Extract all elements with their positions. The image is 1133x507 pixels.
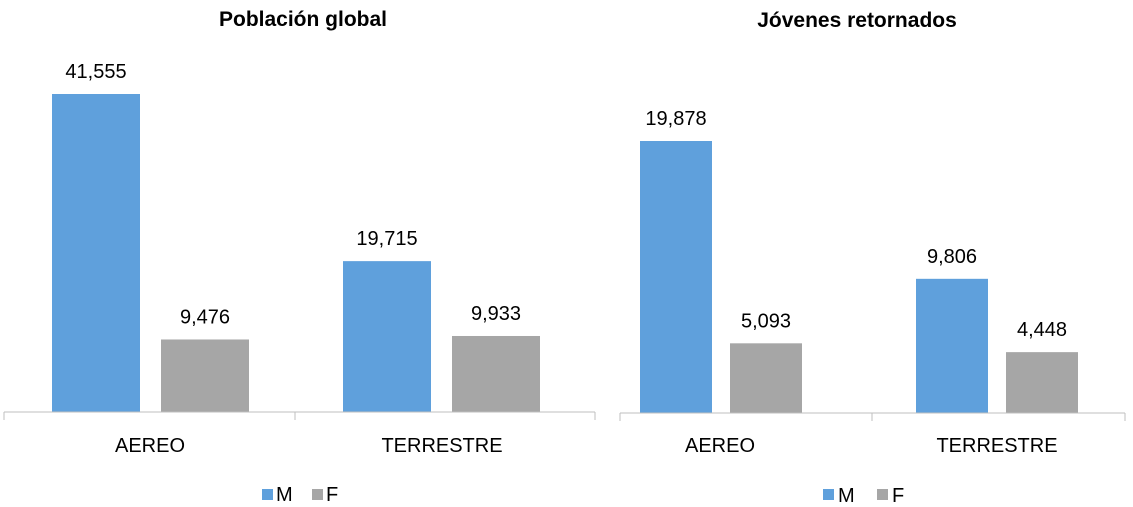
data-label-m-terrestre: 9,806: [927, 246, 977, 268]
legend-label-m: M: [838, 485, 855, 507]
category-label-terrestre: TERRESTRE: [936, 435, 1057, 457]
legend-swatch-m: [262, 489, 273, 500]
legend-label-m: M: [276, 484, 293, 506]
data-label-m-terrestre: 19,715: [356, 228, 417, 250]
legend: M F: [262, 484, 338, 506]
data-label-m-aereo: 19,878: [645, 108, 706, 130]
chart-title: Jóvenes retornados: [757, 9, 957, 32]
legend-label-f: F: [326, 484, 338, 506]
legend-swatch-f: [312, 489, 323, 500]
category-label-terrestre: TERRESTRE: [381, 435, 502, 457]
bars-group: 41,555 19,715 9,476 9,933: [52, 61, 540, 412]
data-label-f-terrestre: 9,933: [471, 303, 521, 325]
legend: M F: [823, 485, 904, 507]
legend-swatch-f: [877, 489, 888, 500]
bar-f-aereo: [730, 343, 802, 413]
bar-m-terrestre: [343, 261, 431, 412]
bar-m-aereo: [640, 141, 712, 413]
data-label-m-aereo: 41,555: [65, 61, 126, 83]
chart-title: Población global: [219, 8, 387, 31]
legend-label-f: F: [892, 485, 904, 507]
bar-m-terrestre: [916, 278, 988, 413]
data-label-f-terrestre: 4,448: [1017, 319, 1067, 341]
data-label-f-aereo: 9,476: [180, 306, 230, 328]
category-label-aereo: AEREO: [685, 435, 755, 457]
bars-group: 19,878 9,806 5,093 4,448: [640, 108, 1078, 413]
bar-f-terrestre: [1006, 352, 1078, 413]
bar-f-terrestre: [452, 335, 540, 412]
data-label-f-aereo: 5,093: [741, 310, 791, 332]
category-label-aereo: AEREO: [115, 435, 185, 457]
bar-m-aereo: [52, 94, 140, 412]
legend-swatch-m: [823, 489, 834, 500]
chart-jovenes-retornados: Jóvenes retornados 19,878 9,806 5,093 4,448…: [619, 9, 1126, 507]
bar-f-aereo: [161, 339, 249, 412]
